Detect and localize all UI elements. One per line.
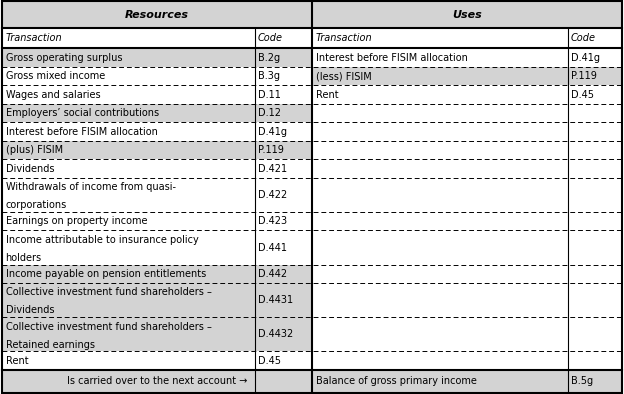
Text: D.45: D.45 <box>571 90 594 100</box>
Text: D.12: D.12 <box>258 108 281 118</box>
Bar <box>312 123 622 141</box>
Text: Income attributable to insurance policy: Income attributable to insurance policy <box>6 235 198 245</box>
Bar <box>2 265 312 283</box>
Text: (less) FISIM: (less) FISIM <box>316 71 371 81</box>
Bar <box>2 283 312 317</box>
Bar <box>2 123 312 141</box>
Text: D.41g: D.41g <box>571 53 600 63</box>
Text: D.441: D.441 <box>258 243 286 253</box>
Bar <box>312 1 622 28</box>
Bar <box>312 178 622 212</box>
Bar <box>312 141 622 159</box>
Text: Rent: Rent <box>6 356 28 366</box>
Text: B.3g: B.3g <box>258 71 280 81</box>
Text: Earnings on property income: Earnings on property income <box>6 216 147 226</box>
Text: Employers’ social contributions: Employers’ social contributions <box>6 108 158 118</box>
Bar <box>2 141 312 159</box>
Text: Is carried over to the next account →: Is carried over to the next account → <box>67 376 247 387</box>
Bar <box>312 104 622 123</box>
Text: D.422: D.422 <box>258 190 287 200</box>
Text: Withdrawals of income from quasi-: Withdrawals of income from quasi- <box>6 182 175 192</box>
Bar <box>312 159 622 178</box>
Text: Retained earnings: Retained earnings <box>6 340 95 349</box>
Text: D.4431: D.4431 <box>258 295 293 305</box>
Text: Transaction: Transaction <box>6 33 62 43</box>
Bar <box>312 48 622 67</box>
Text: Collective investment fund shareholders –: Collective investment fund shareholders … <box>6 287 212 297</box>
Bar <box>2 28 312 48</box>
Text: Interest before FISIM allocation: Interest before FISIM allocation <box>316 53 467 63</box>
Bar <box>2 230 312 265</box>
Bar <box>312 28 622 48</box>
Text: B.2g: B.2g <box>258 53 280 63</box>
Text: Dividends: Dividends <box>6 305 54 316</box>
Text: Rent: Rent <box>316 90 338 100</box>
Bar <box>312 265 622 283</box>
Text: Collective investment fund shareholders –: Collective investment fund shareholders … <box>6 322 212 331</box>
Text: Income payable on pension entitlements: Income payable on pension entitlements <box>6 269 206 279</box>
Text: P.119: P.119 <box>571 71 597 81</box>
Text: D.45: D.45 <box>258 356 281 366</box>
Text: holders: holders <box>6 253 42 263</box>
Text: D.421: D.421 <box>258 164 287 174</box>
Text: Gross operating surplus: Gross operating surplus <box>6 53 122 63</box>
Bar <box>2 1 312 28</box>
Text: D.41g: D.41g <box>258 126 286 137</box>
Bar <box>2 104 312 123</box>
Text: P.119: P.119 <box>258 145 283 155</box>
Bar <box>2 178 312 212</box>
Text: B.5g: B.5g <box>571 376 593 387</box>
Bar <box>312 67 622 85</box>
Bar <box>312 317 622 351</box>
Bar <box>312 85 622 104</box>
Text: D.423: D.423 <box>258 216 287 226</box>
Text: Code: Code <box>258 33 283 43</box>
Text: Gross mixed income: Gross mixed income <box>6 71 105 81</box>
Bar <box>2 67 312 85</box>
Text: Balance of gross primary income: Balance of gross primary income <box>316 376 477 387</box>
Text: D.11: D.11 <box>258 90 281 100</box>
Bar <box>312 48 622 67</box>
Text: (plus) FISIM: (plus) FISIM <box>6 145 63 155</box>
Bar <box>312 212 622 230</box>
Bar <box>2 351 312 370</box>
Bar <box>2 212 312 230</box>
Bar <box>312 230 622 265</box>
Bar <box>2 48 312 67</box>
Text: Resources: Resources <box>125 9 189 20</box>
Bar <box>312 283 622 317</box>
Bar <box>2 159 312 178</box>
Text: Interest before FISIM allocation: Interest before FISIM allocation <box>6 126 157 137</box>
Text: D.442: D.442 <box>258 269 287 279</box>
Text: Dividends: Dividends <box>6 164 54 174</box>
Bar <box>2 317 312 351</box>
Text: Wages and salaries: Wages and salaries <box>6 90 100 100</box>
Bar <box>2 370 622 393</box>
Text: D.4432: D.4432 <box>258 329 293 339</box>
Text: corporations: corporations <box>6 200 67 210</box>
Bar <box>312 351 622 370</box>
Bar <box>2 85 312 104</box>
Bar <box>312 85 622 104</box>
Bar <box>312 67 622 85</box>
Text: Uses: Uses <box>452 9 482 20</box>
Text: Code: Code <box>571 33 596 43</box>
Text: Transaction: Transaction <box>316 33 373 43</box>
